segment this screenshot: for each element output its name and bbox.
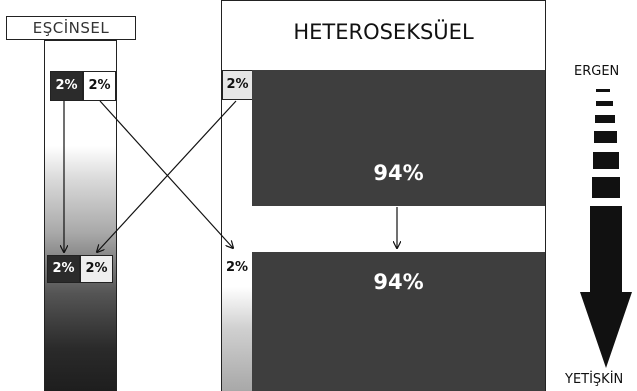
heterosexual-bottom-small-pct: 2% xyxy=(225,260,249,275)
legend-bar-2 xyxy=(596,101,613,106)
homosexual-top-left-cell: 2% xyxy=(50,71,83,101)
heterosexual-bottom-block: 94% xyxy=(252,252,545,391)
homosexual-top-right-cell: 2% xyxy=(83,71,116,101)
heterosexual-top-small-pct: 2% xyxy=(226,77,249,92)
heterosexual-title: HETEROSEKSÜEL xyxy=(293,20,474,44)
legend-bar-4 xyxy=(594,131,617,143)
legend-bar-3 xyxy=(595,115,615,123)
arrow-hetero-to-homo xyxy=(97,100,237,252)
homosexual-bottom-left-cell: 2% xyxy=(47,255,80,283)
heterosexual-bottom-big-pct: 94% xyxy=(373,270,424,294)
legend-top-label: ERGEN xyxy=(574,64,620,79)
arrow-homo-to-hetero xyxy=(99,100,233,248)
legend-down-arrow xyxy=(580,206,632,368)
heterosexual-top-big-pct: 94% xyxy=(373,161,424,185)
homosexual-title: EŞCİNSEL xyxy=(6,16,136,40)
legend-bar-6 xyxy=(592,177,620,198)
legend-bottom-label: YETİŞKİN xyxy=(565,372,624,387)
heterosexual-top-small-cell: 2% xyxy=(222,70,253,100)
legend-bar-5 xyxy=(593,152,619,169)
legend-bar-1 xyxy=(596,89,610,92)
heterosexual-top-block: 94% xyxy=(252,70,545,206)
homosexual-bottom-right-cell: 2% xyxy=(80,255,113,283)
